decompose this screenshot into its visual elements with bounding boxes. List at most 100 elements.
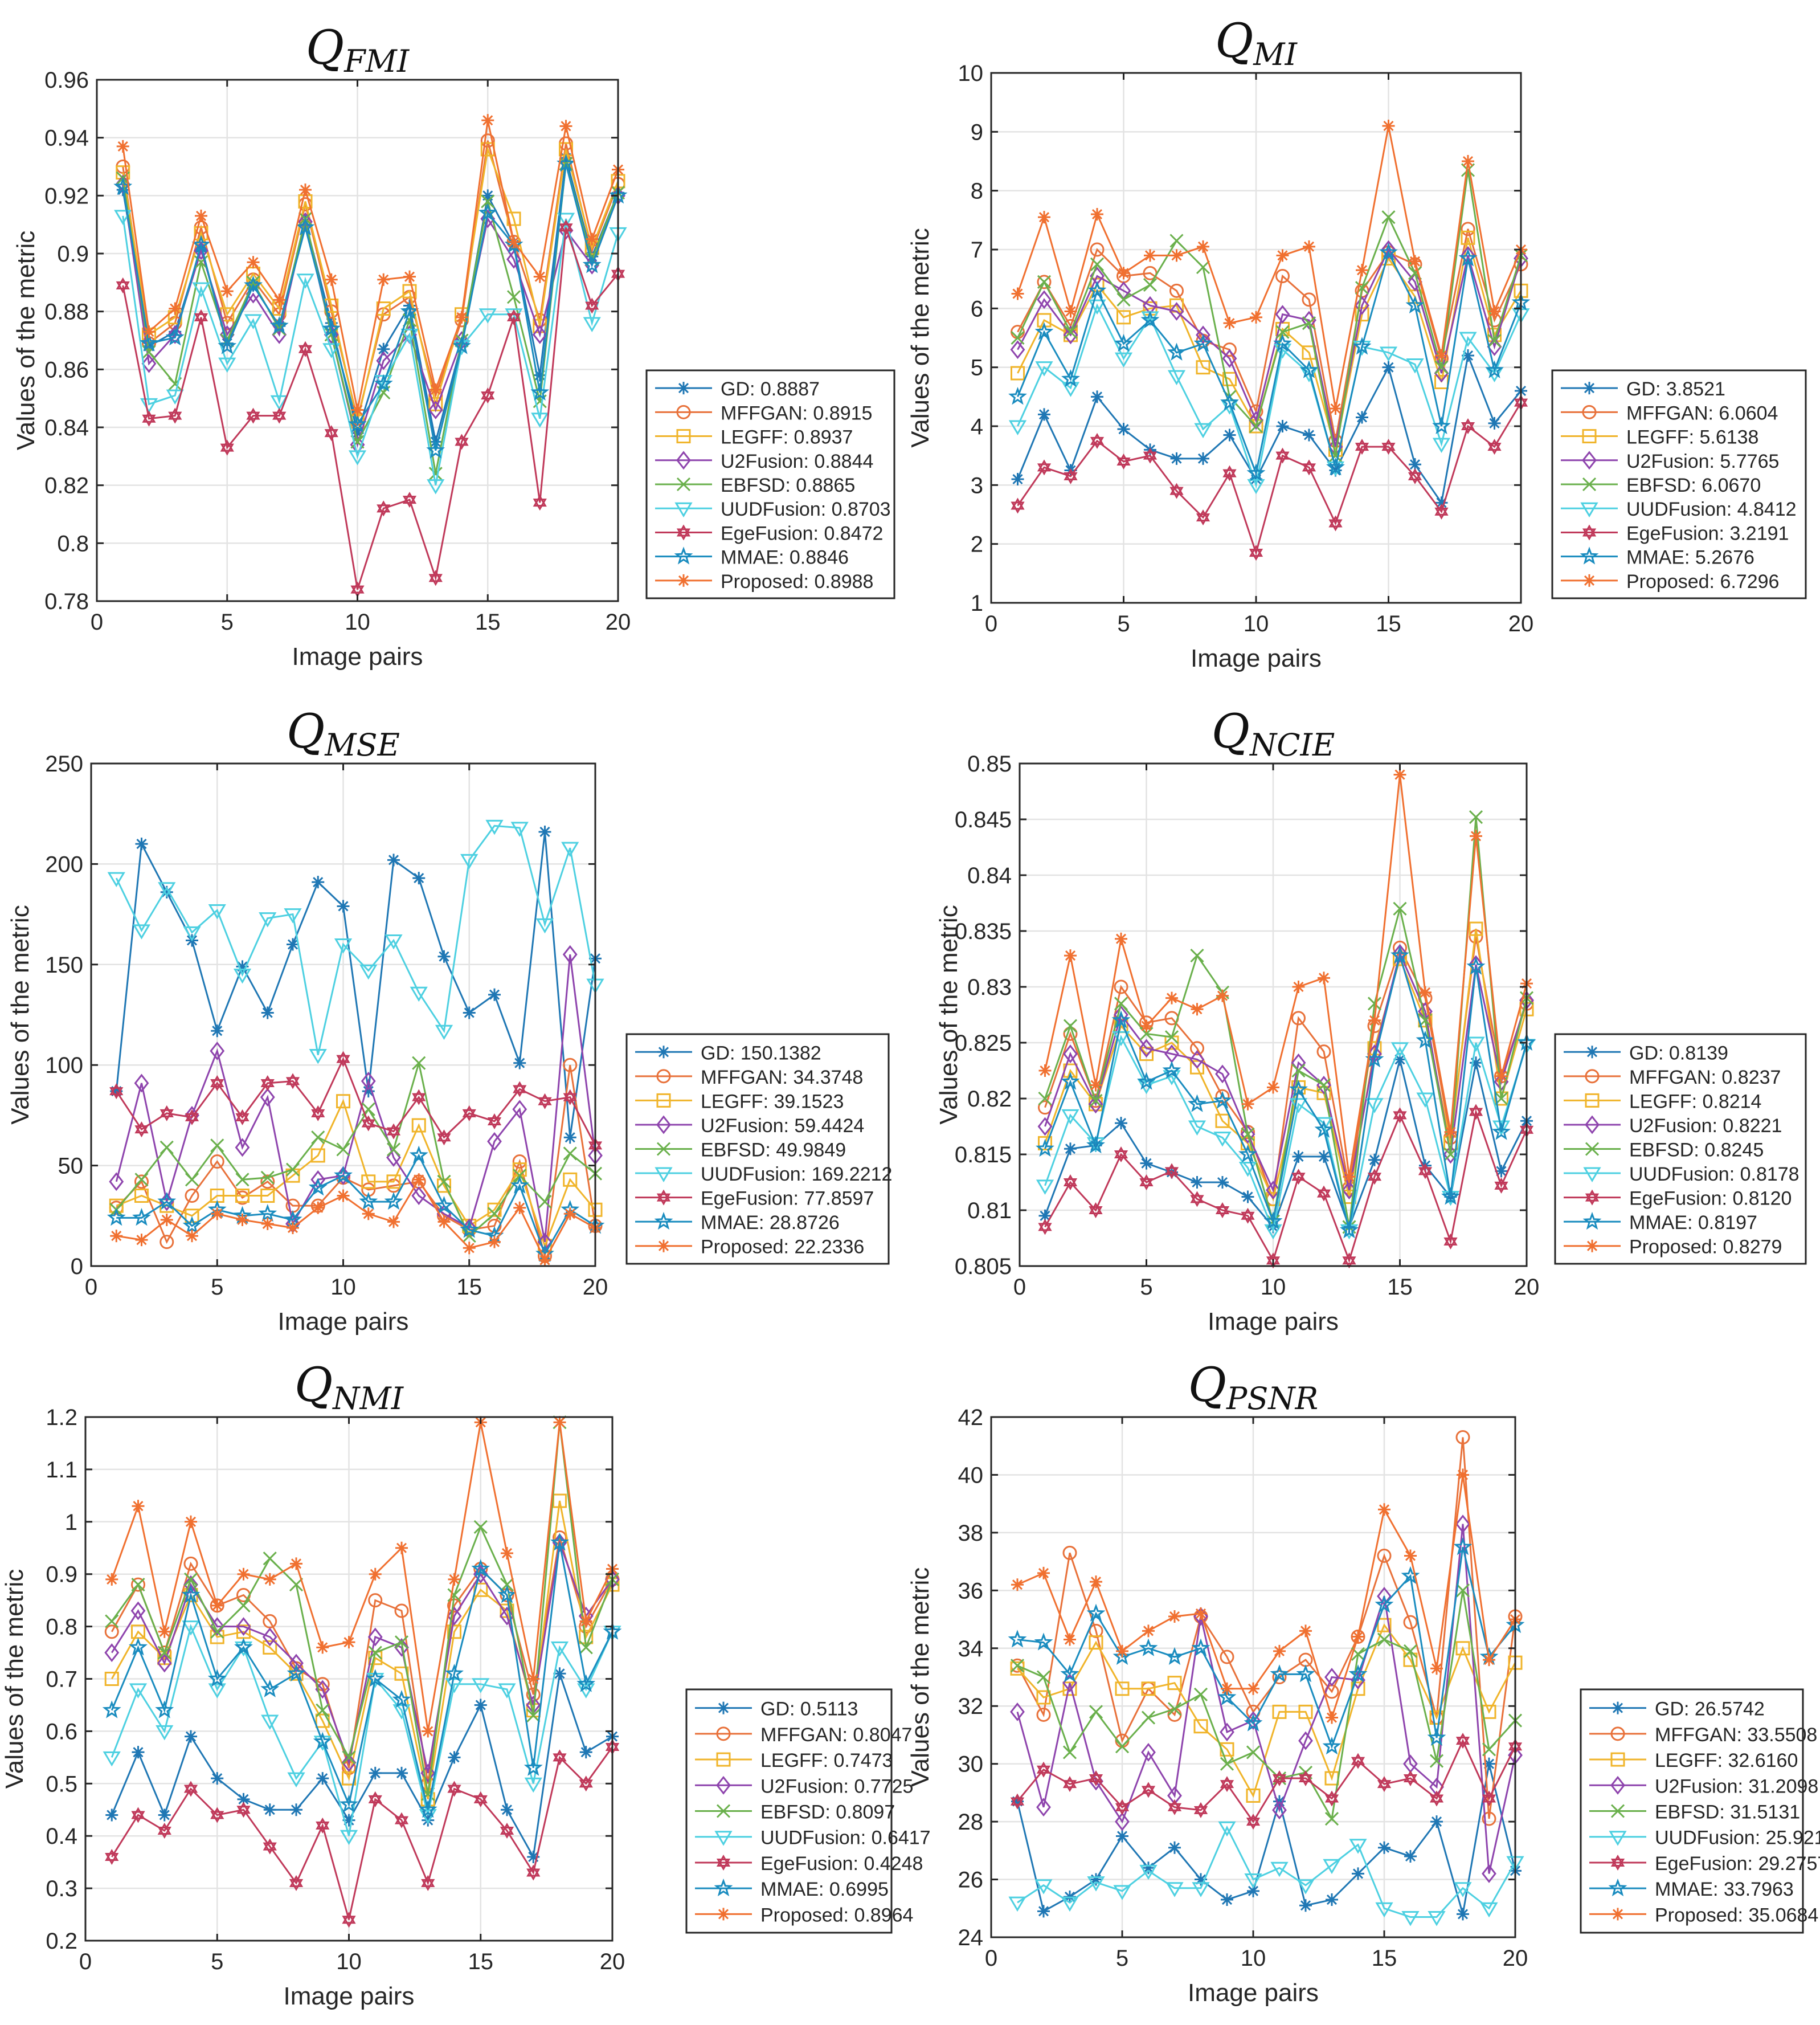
- data-point: [104, 1624, 119, 1639]
- data-point: [550, 1533, 569, 1551]
- data-point: [1247, 1884, 1259, 1897]
- data-point: [1483, 1654, 1495, 1667]
- data-point: [1011, 287, 1024, 300]
- data-point: [513, 1056, 526, 1069]
- data-point: [392, 1704, 411, 1720]
- legend-item-uudfusion: UUDFusion: 0.8178: [1564, 1163, 1799, 1185]
- legend-marker: [676, 451, 691, 470]
- data-point: [157, 1191, 177, 1210]
- data-point: [1393, 1107, 1407, 1120]
- data-point: [1034, 322, 1054, 340]
- data-point: [533, 369, 546, 382]
- legend-label: LEGFF: 0.8214: [1629, 1091, 1761, 1112]
- legend-marker: [656, 1142, 671, 1156]
- data-point: [236, 1598, 251, 1612]
- y-tick-label: 1.1: [46, 1457, 77, 1483]
- data-point: [1241, 1097, 1254, 1111]
- data-point: [538, 1195, 552, 1209]
- data-point: [1115, 1740, 1130, 1754]
- data-point: [1115, 1799, 1130, 1811]
- chart-panel-ncie: 0 5 10 15 20 0.805 0.81 0.815 0.82 0.825 0.83 0.835…: [935, 705, 1807, 1336]
- data-point: [1272, 1774, 1287, 1787]
- data-point: [1249, 419, 1263, 434]
- x-tick-label: 5: [221, 610, 234, 635]
- data-point: [1193, 1687, 1208, 1701]
- data-point: [183, 1781, 198, 1793]
- data-point: [428, 401, 443, 419]
- data-point: [298, 341, 313, 353]
- data-point: [1165, 991, 1178, 1005]
- data-point: [316, 1641, 329, 1654]
- data-point: [538, 825, 551, 838]
- series-line: [115, 1056, 596, 1146]
- data-point: [246, 275, 260, 289]
- data-point: [1403, 1644, 1418, 1658]
- data-point: [1140, 1157, 1153, 1170]
- data-point: [142, 414, 156, 427]
- legend-label: EBFSD: 31.5131: [1655, 1802, 1800, 1823]
- legend-marker: [1610, 1854, 1625, 1867]
- data-point: [1418, 1167, 1433, 1179]
- legend-label: MMAE: 0.8846: [721, 547, 849, 569]
- data-point: [1090, 436, 1105, 449]
- data-point: [1086, 1136, 1105, 1154]
- legend-item-mffgan: MFFGAN: 6.0604: [1561, 402, 1778, 424]
- data-point: [1038, 1209, 1052, 1222]
- legend-item-legff: LEGFF: 0.8937: [655, 427, 853, 448]
- data-point: [455, 438, 469, 450]
- data-point: [501, 1803, 513, 1816]
- legend-marker: [717, 1701, 730, 1714]
- data-point: [1061, 1896, 1079, 1912]
- data-point: [105, 1848, 119, 1861]
- data-point: [1037, 290, 1052, 309]
- legend-item-uudfusion: UUDFusion: 0.8703: [655, 499, 891, 520]
- data-point: [445, 1678, 464, 1693]
- data-point: [211, 1599, 224, 1612]
- data-point: [1365, 1098, 1384, 1113]
- data-point: [285, 1162, 300, 1177]
- data-point: [1063, 1044, 1078, 1064]
- data-point: [263, 1803, 276, 1816]
- data-point: [1114, 979, 1128, 994]
- data-point: [1458, 248, 1478, 267]
- data-point: [105, 1614, 119, 1628]
- data-point: [1302, 459, 1316, 472]
- legend-item-gd: GD: 0.8887: [655, 378, 820, 400]
- x-tick-label: 15: [1376, 611, 1401, 636]
- data-point: [500, 1827, 514, 1839]
- legend-item-mffgan: MFFGAN: 0.8237: [1564, 1067, 1781, 1088]
- data-point: [1406, 358, 1424, 374]
- data-point: [1244, 1873, 1262, 1889]
- data-point: [1037, 275, 1052, 289]
- data-point: [1223, 317, 1236, 330]
- data-point: [512, 1100, 527, 1119]
- data-point: [1343, 1170, 1356, 1183]
- data-point: [1393, 1111, 1407, 1124]
- data-point: [1292, 981, 1305, 993]
- data-point: [325, 273, 338, 286]
- data-point: [168, 407, 182, 420]
- data-point: [1142, 1861, 1155, 1875]
- data-point: [1167, 370, 1186, 386]
- data-point: [1322, 1736, 1342, 1755]
- legend-label: MMAE: 0.8197: [1629, 1212, 1757, 1234]
- chart-title: QNMI: [295, 1358, 404, 1416]
- data-point: [377, 504, 391, 517]
- data-point: [1193, 334, 1213, 352]
- data-point: [141, 354, 157, 373]
- data-point: [289, 1578, 304, 1592]
- data-point: [1329, 402, 1342, 415]
- data-point: [261, 1714, 279, 1730]
- data-point: [351, 427, 364, 440]
- data-point: [142, 410, 156, 423]
- legend-item-mffgan: MFFGAN: 34.3748: [635, 1067, 863, 1088]
- data-point: [402, 492, 417, 504]
- data-point: [506, 309, 521, 321]
- data-point: [1167, 1676, 1182, 1691]
- data-point: [1061, 1072, 1080, 1090]
- data-point: [1191, 1176, 1204, 1189]
- data-point: [1273, 1644, 1286, 1657]
- data-point: [1324, 1790, 1339, 1803]
- data-point: [412, 1093, 426, 1105]
- data-point: [135, 838, 148, 851]
